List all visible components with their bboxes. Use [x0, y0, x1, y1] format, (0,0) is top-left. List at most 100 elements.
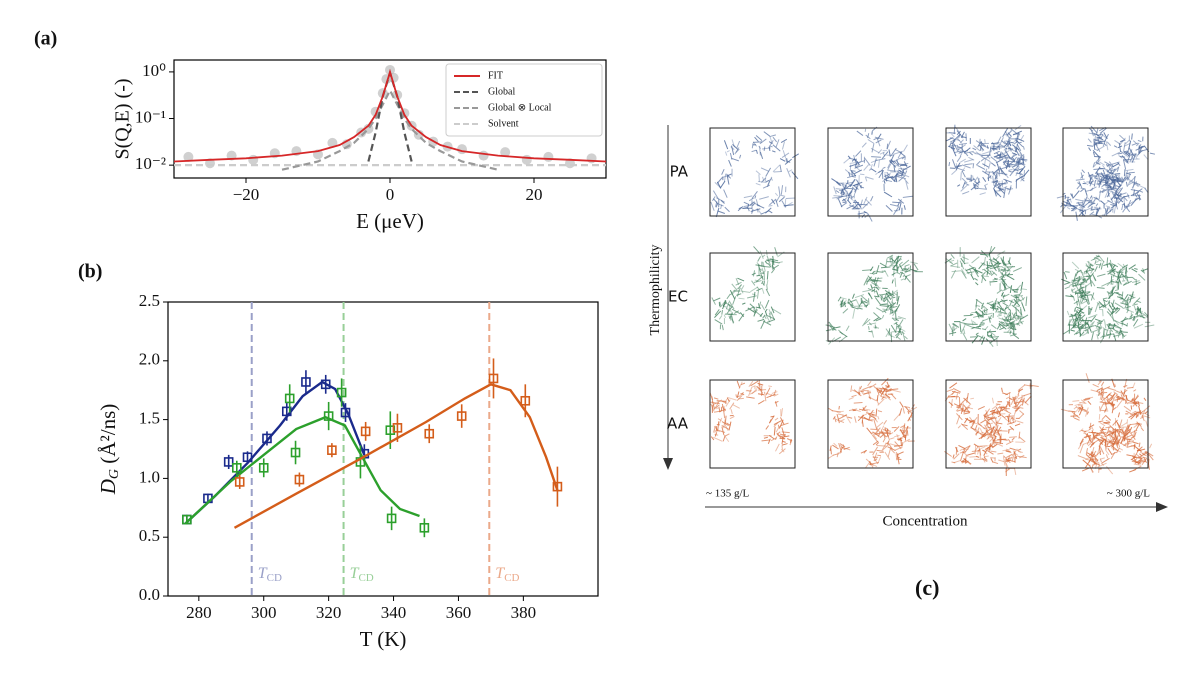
protein-strand — [1080, 297, 1089, 301]
protein-strand — [861, 295, 869, 303]
data-point — [360, 426, 371, 437]
protein-strand — [1087, 171, 1092, 180]
protein-strand — [995, 298, 998, 304]
protein-strand — [1079, 428, 1084, 433]
protein-strand — [1127, 180, 1131, 186]
protein-strand — [840, 300, 843, 306]
protein-strand — [780, 422, 789, 427]
protein-strand — [1014, 423, 1021, 427]
protein-strand — [1142, 268, 1146, 274]
protein-strand — [1106, 398, 1109, 403]
protein-strand — [967, 407, 974, 410]
protein-strand — [985, 154, 990, 159]
snapshot-box — [945, 252, 1032, 342]
protein-strand — [981, 457, 988, 463]
protein-strand — [832, 453, 839, 456]
protein-strand — [1005, 150, 1009, 154]
protein-strand — [1072, 208, 1077, 212]
protein-strand — [865, 198, 872, 206]
protein-strand — [956, 144, 960, 149]
protein-strand — [837, 414, 848, 420]
protein-strand — [1097, 177, 1106, 185]
protein-strand — [910, 261, 918, 265]
protein-strand — [1125, 308, 1134, 313]
protein-strand — [1006, 400, 1011, 407]
protein-strand — [1014, 468, 1017, 476]
protein-strand — [982, 176, 987, 182]
protein-strand — [749, 303, 756, 309]
protein-strand — [1095, 203, 1099, 207]
protein-strand — [990, 156, 998, 163]
protein-strand — [1118, 142, 1122, 153]
protein-strand — [968, 156, 975, 161]
protein-strand — [1143, 397, 1147, 401]
protein-strand — [726, 175, 730, 185]
protein-strand — [863, 164, 870, 171]
protein-strand — [893, 266, 895, 277]
protein-strand — [851, 389, 861, 395]
protein-strand — [1125, 168, 1134, 172]
protein-strand — [852, 309, 856, 319]
protein-strand — [718, 315, 723, 320]
protein-strand — [985, 409, 990, 419]
protein-strand — [764, 308, 768, 313]
protein-strand — [1130, 198, 1137, 206]
protein-strand — [1112, 181, 1116, 190]
protein-strand — [723, 189, 728, 198]
protein-strand — [1098, 420, 1104, 423]
protein-strand — [1017, 451, 1024, 453]
protein-strand — [721, 324, 724, 331]
protein-strand — [858, 203, 868, 206]
protein-strand — [1010, 416, 1017, 422]
protein-strand — [1019, 314, 1029, 321]
protein-strand — [1115, 191, 1120, 198]
protein-strand — [948, 145, 956, 150]
protein-strand — [756, 286, 760, 291]
protein-strand — [851, 175, 856, 178]
protein-strand — [963, 323, 973, 328]
protein-strand — [1095, 162, 1101, 165]
protein-strand — [1106, 163, 1109, 167]
reference-label: TCD — [495, 565, 519, 584]
protein-strand — [1066, 206, 1071, 210]
protein-strand — [1082, 459, 1091, 467]
protein-strand — [1099, 127, 1108, 134]
protein-strand — [1134, 403, 1138, 407]
protein-strand — [949, 261, 954, 265]
protein-strand — [993, 154, 1001, 158]
protein-strand — [854, 165, 861, 172]
snapshot — [944, 245, 1029, 348]
protein-strand — [1002, 152, 1008, 161]
protein-strand — [1095, 144, 1101, 153]
protein-strand — [724, 433, 730, 437]
protein-strand — [829, 445, 832, 452]
y-tick-label: 10⁻¹ — [135, 107, 166, 126]
y-tick-label: 1.0 — [139, 467, 160, 486]
protein-strand — [900, 424, 905, 429]
protein-strand — [969, 416, 975, 424]
protein-strand — [952, 138, 960, 141]
protein-strand — [1002, 456, 1006, 466]
protein-strand — [1080, 209, 1085, 213]
protein-strand — [868, 326, 870, 330]
protein-strand — [1096, 171, 1101, 181]
protein-strand — [1132, 318, 1139, 327]
protein-strand — [881, 442, 887, 451]
protein-strand — [1005, 415, 1015, 417]
protein-strand — [755, 149, 758, 154]
protein-strand — [882, 308, 889, 311]
protein-strand — [989, 424, 993, 431]
protein-strand — [951, 169, 958, 175]
protein-strand — [1095, 206, 1101, 216]
protein-strand — [771, 150, 776, 153]
protein-strand — [1021, 302, 1026, 312]
protein-strand — [1084, 396, 1094, 400]
protein-strand — [896, 434, 899, 438]
protein-strand — [1099, 406, 1101, 412]
protein-strand — [1116, 395, 1119, 403]
protein-strand — [726, 309, 731, 314]
data-point — [262, 433, 272, 444]
protein-strand — [833, 442, 838, 447]
protein-strand — [1074, 282, 1079, 290]
protein-strand — [755, 306, 762, 309]
